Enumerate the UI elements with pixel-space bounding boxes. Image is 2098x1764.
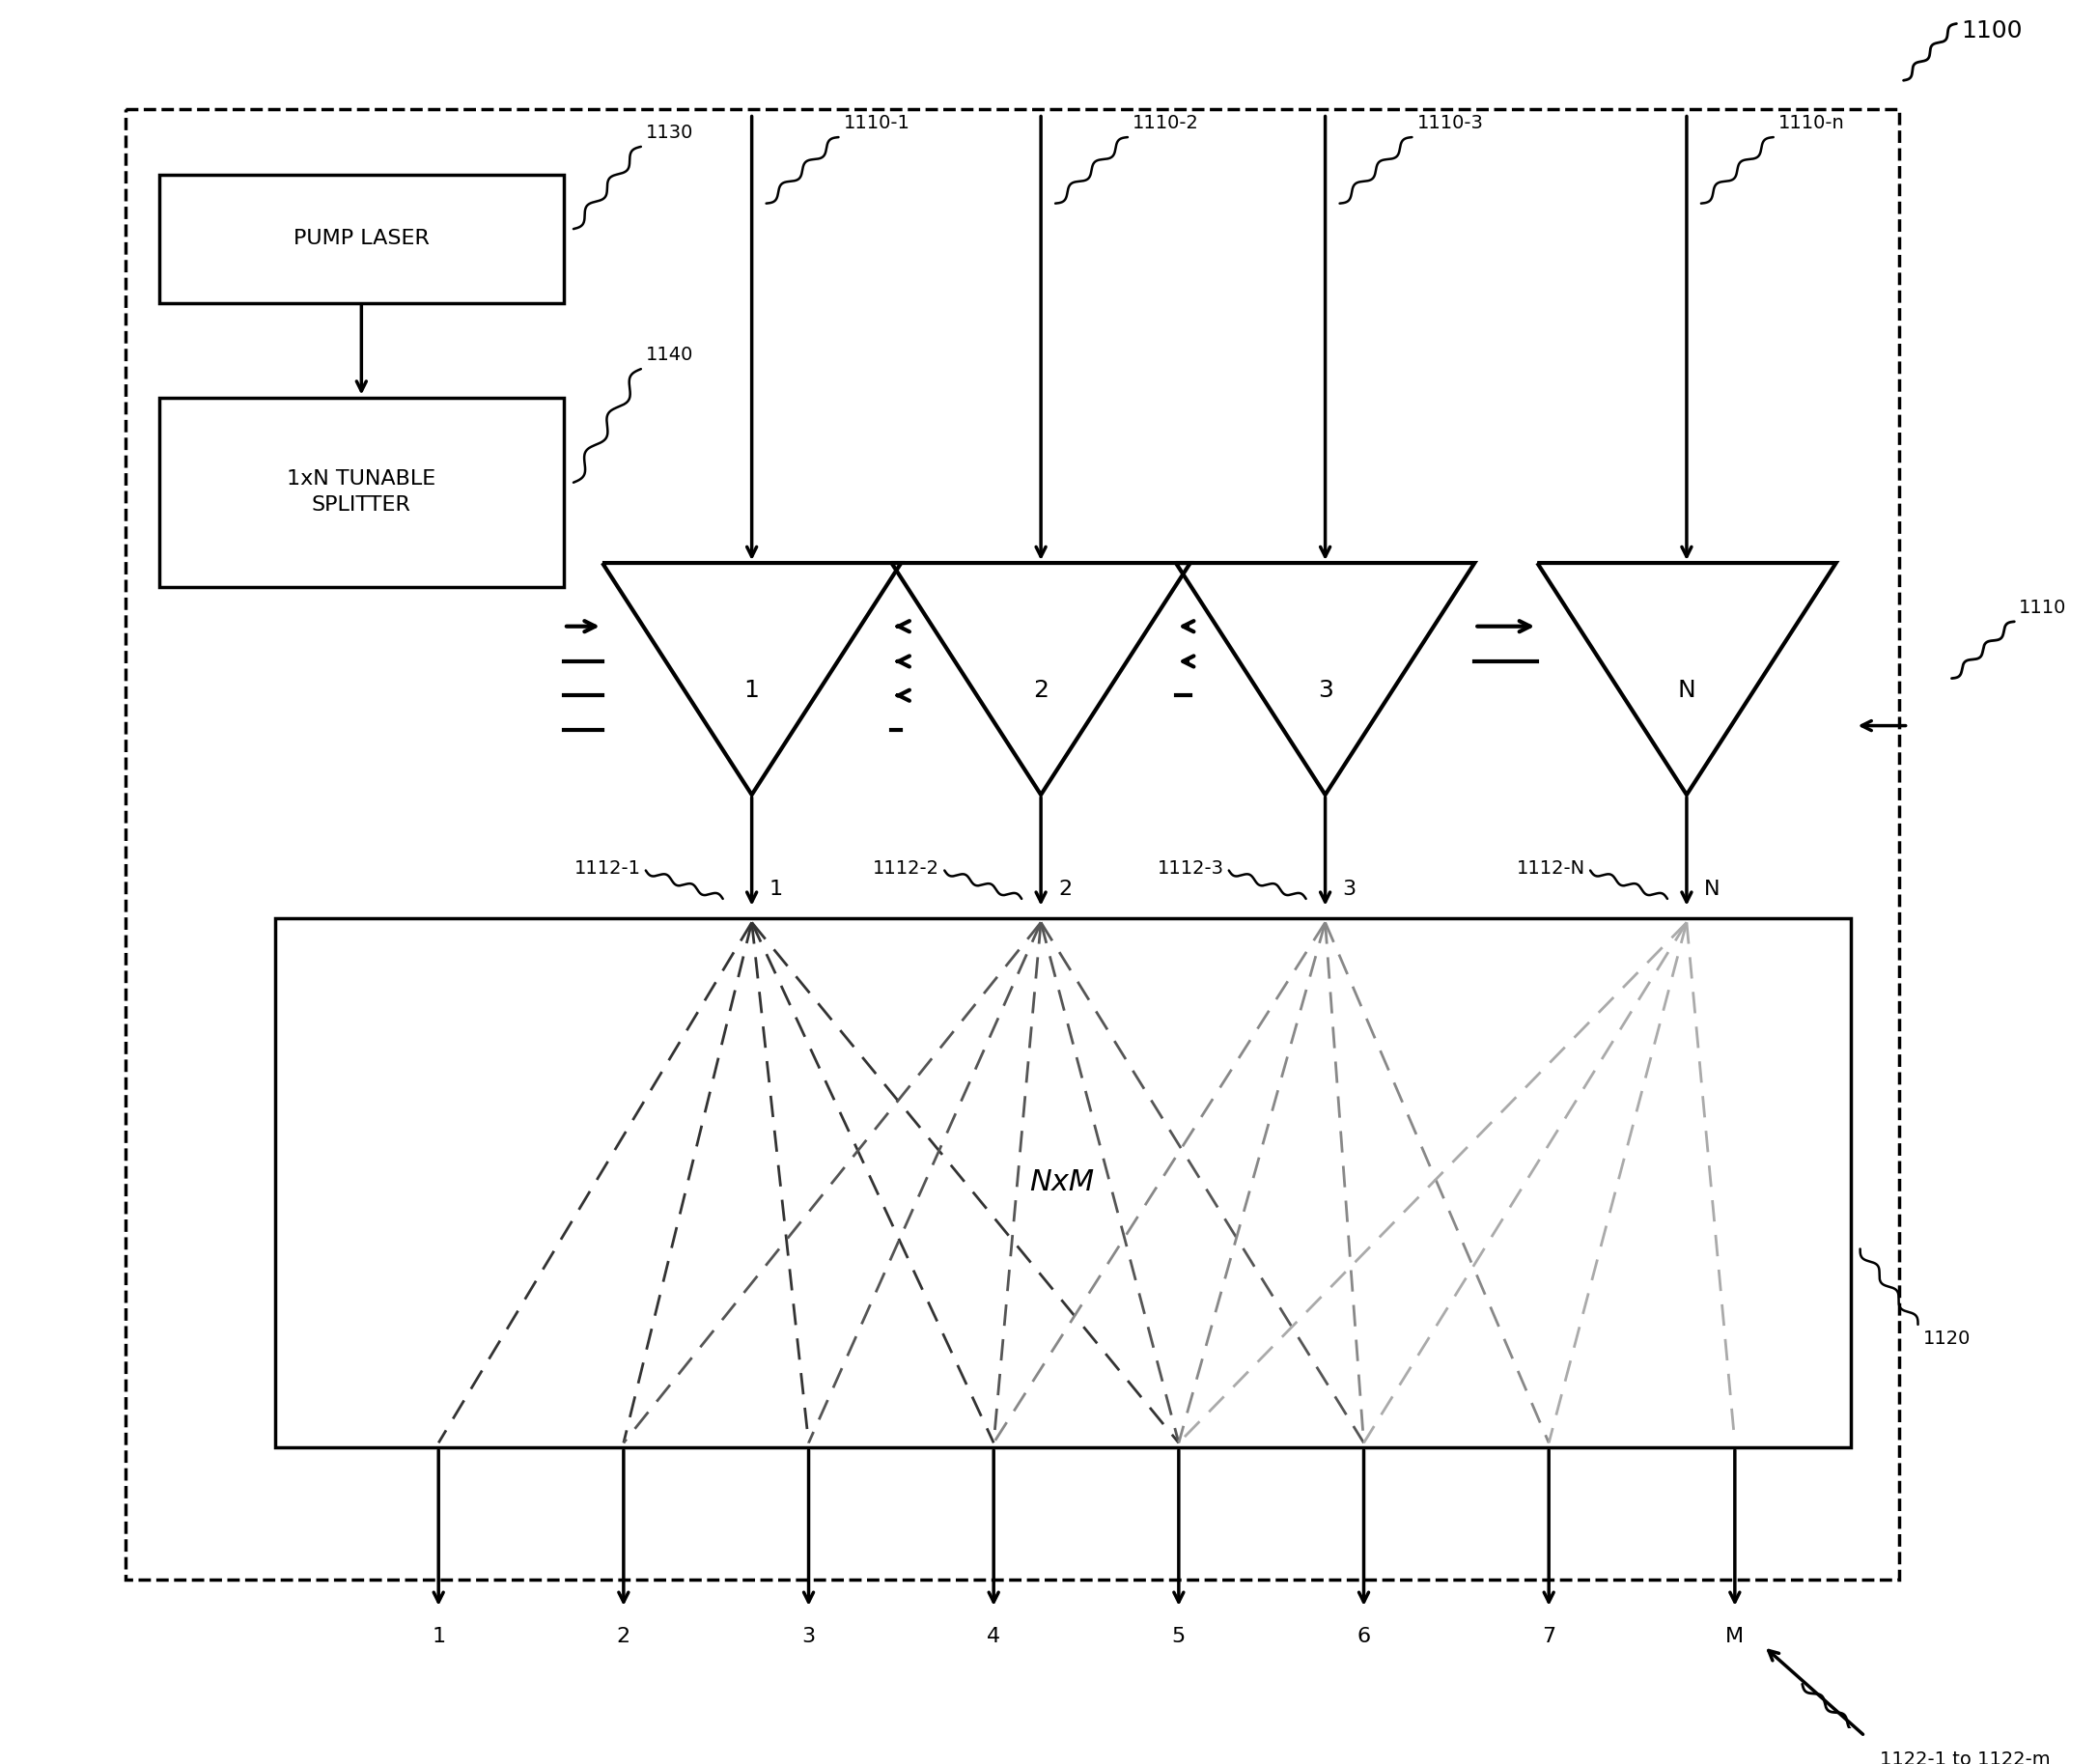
Text: 1110-n: 1110-n <box>1779 115 1844 132</box>
Text: NxM: NxM <box>1030 1168 1095 1196</box>
Text: 2: 2 <box>1032 679 1049 702</box>
Text: 4: 4 <box>986 1628 1001 1646</box>
Bar <box>159 175 564 303</box>
Text: 1140: 1140 <box>646 346 694 363</box>
Text: 1: 1 <box>432 1628 445 1646</box>
Bar <box>159 397 564 587</box>
Text: 7: 7 <box>1542 1628 1555 1646</box>
Text: 1110-1: 1110-1 <box>843 115 911 132</box>
Text: N: N <box>1704 880 1720 900</box>
Text: 1110: 1110 <box>2018 598 2067 617</box>
Text: 5: 5 <box>1173 1628 1185 1646</box>
Text: 1100: 1100 <box>1962 19 2022 42</box>
Text: 1xN TUNABLE
SPLITTER: 1xN TUNABLE SPLITTER <box>287 469 436 515</box>
Text: 6: 6 <box>1357 1628 1370 1646</box>
Text: 2: 2 <box>1057 880 1072 900</box>
Text: 1: 1 <box>745 679 759 702</box>
Text: N: N <box>1678 679 1695 702</box>
Text: 3: 3 <box>801 1628 816 1646</box>
Text: 1122-1 to 1122-m: 1122-1 to 1122-m <box>1880 1750 2050 1764</box>
Text: 1110-2: 1110-2 <box>1133 115 1198 132</box>
Text: PUMP LASER: PUMP LASER <box>294 229 430 249</box>
Text: 1110-3: 1110-3 <box>1416 115 1483 132</box>
Text: 2: 2 <box>617 1628 629 1646</box>
Text: 1130: 1130 <box>646 123 694 141</box>
Text: 1112-1: 1112-1 <box>575 859 640 878</box>
Text: M: M <box>1725 1628 1743 1646</box>
Text: 1112-N: 1112-N <box>1517 859 1586 878</box>
Bar <box>275 917 1850 1448</box>
Text: 1112-2: 1112-2 <box>873 859 940 878</box>
Text: 3: 3 <box>1343 880 1355 900</box>
Text: 3: 3 <box>1318 679 1332 702</box>
Text: 1112-3: 1112-3 <box>1158 859 1223 878</box>
Text: 1120: 1120 <box>1922 1330 1970 1348</box>
Text: 1: 1 <box>770 880 783 900</box>
Bar <box>126 109 1899 1581</box>
